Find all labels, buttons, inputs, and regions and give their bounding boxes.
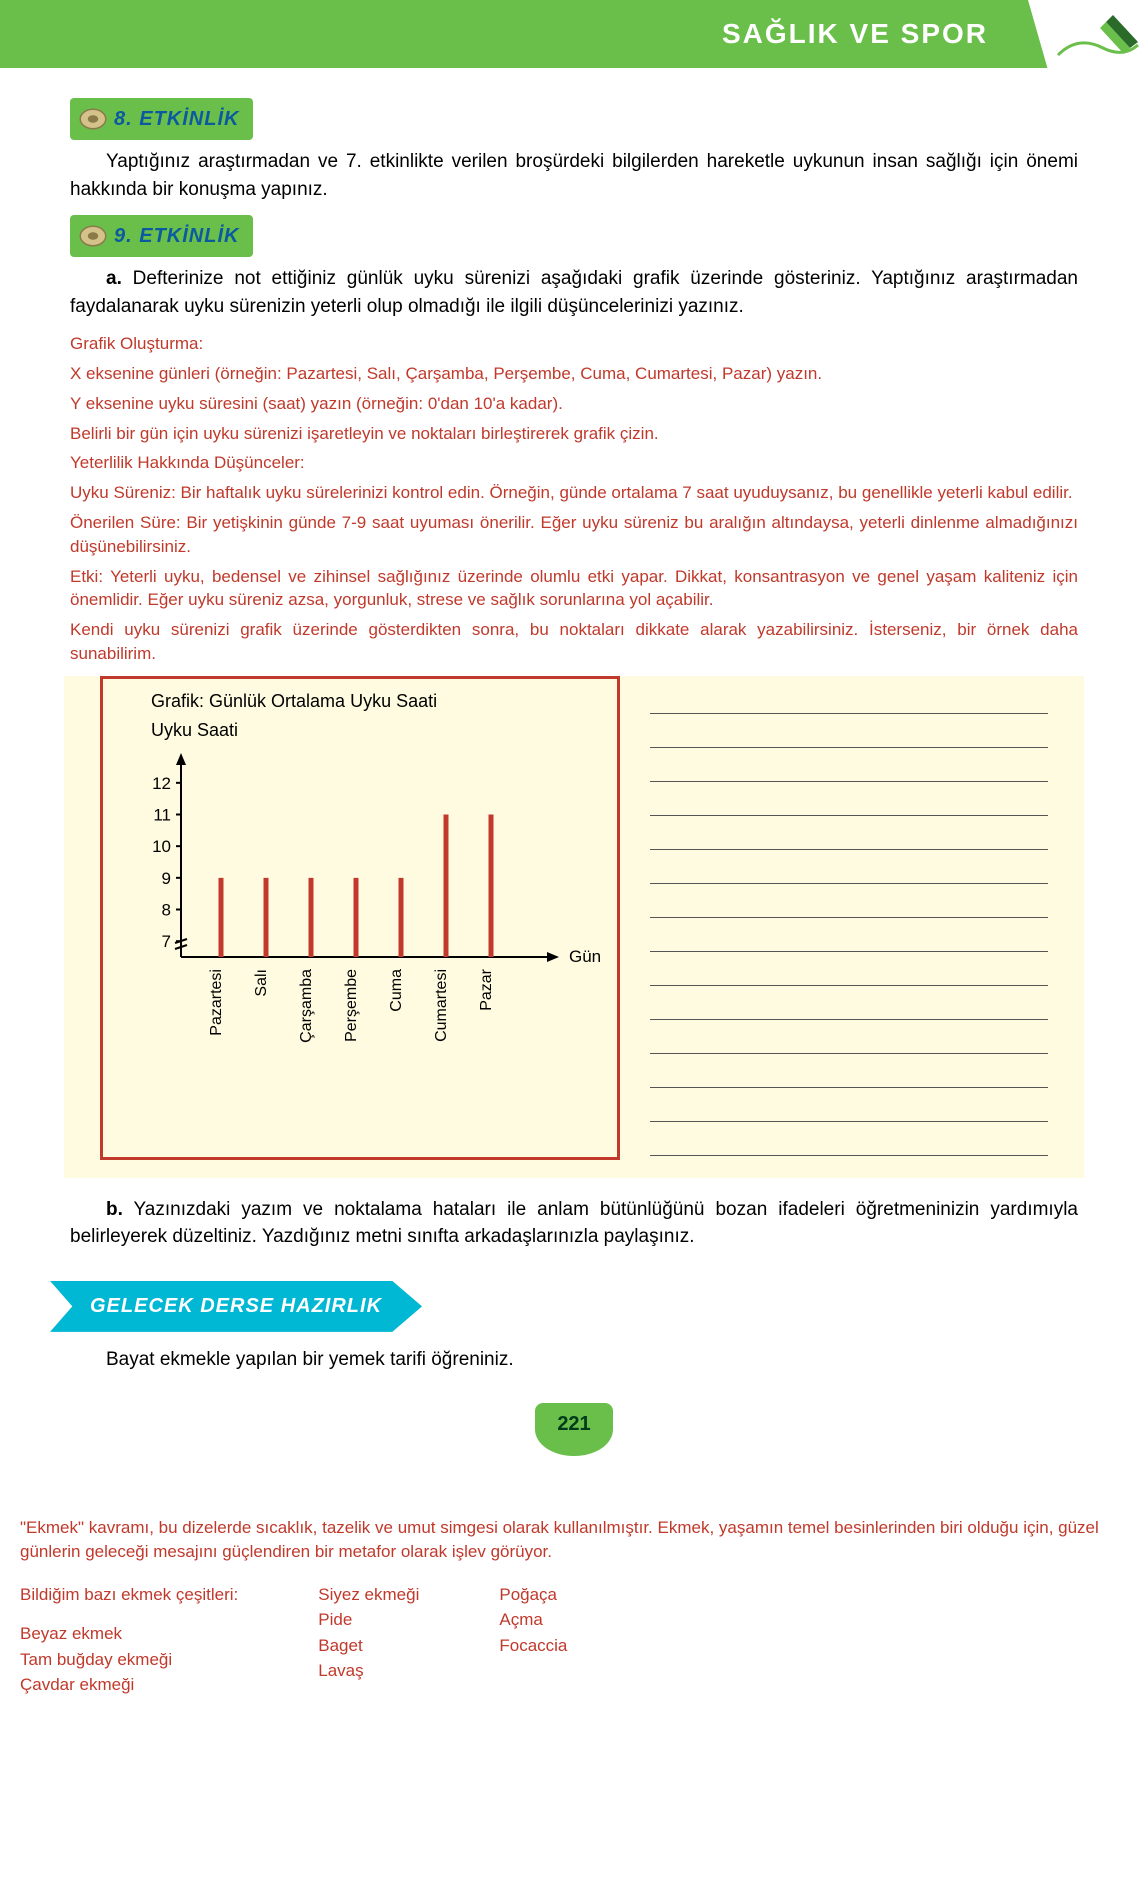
bread-item: Baget [318, 1633, 419, 1659]
bread-item: Focaccia [499, 1633, 567, 1659]
activity-9a-text: a. Defterinize not ettiğiniz günlük uyku… [70, 265, 1078, 320]
svg-text:Gün: Gün [569, 947, 601, 966]
page-number-wrap: 221 [70, 1403, 1078, 1456]
bread-item: Poğaça [499, 1582, 567, 1608]
write-line [650, 786, 1048, 816]
red-note: Önerilen Süre: Bir yetişkinin günde 7-9 … [70, 511, 1078, 559]
footer-notes: "Ekmek" kavramı, bu dizelerde sıcaklık, … [0, 1506, 1148, 1708]
page-header: SAĞLIK VE SPOR [0, 0, 1148, 68]
pen-icon [1028, 0, 1148, 70]
activity-8-badge: 8. ETKİNLİK [70, 98, 253, 140]
activity-9b-text: b. Yazınızdaki yazım ve noktalama hatala… [70, 1196, 1078, 1251]
chart-section: Grafik: Günlük Ortalama Uyku Saati Uyku … [64, 676, 1084, 1178]
bread-list-label: Bildiğim bazı ekmek çeşitleri: [20, 1582, 238, 1608]
activity-9-badge: 9. ETKİNLİK [70, 215, 253, 257]
red-note: Y eksenine uyku süresini (saat) yazın (ö… [70, 392, 1078, 416]
write-line [650, 956, 1048, 986]
footer-intro: "Ekmek" kavramı, bu dizelerde sıcaklık, … [20, 1516, 1128, 1564]
activity-8-text: Yaptığınız araştırmadan ve 7. etkinlikte… [70, 148, 1078, 203]
svg-text:Salı: Salı [253, 969, 270, 997]
sleep-chart: 7 8 9 10 11 12 Pazartesi Salı Çarşamba Perşembe Cu… [121, 747, 601, 1057]
bread-item: Beyaz ekmek [20, 1621, 238, 1647]
chart-ylabel: Uyku Saati [151, 720, 599, 741]
prep-text: Bayat ekmekle yapılan bir yemek tarifi ö… [70, 1346, 1078, 1374]
bread-item: Lavaş [318, 1658, 419, 1684]
write-line [650, 888, 1048, 918]
activity-8-label: 8. ETKİNLİK [114, 108, 239, 131]
write-line [650, 752, 1048, 782]
part-b-label: b. [106, 1199, 123, 1220]
write-line [650, 990, 1048, 1020]
svg-text:Cumartesi: Cumartesi [433, 969, 450, 1042]
write-line [650, 854, 1048, 884]
part-a-body: Defterinize not ettiğiniz günlük uyku sü… [70, 268, 1078, 317]
red-annotations: Grafik Oluşturma: X eksenine günleri (örn… [70, 332, 1078, 666]
svg-text:12: 12 [152, 774, 171, 793]
bread-item: Açma [499, 1607, 567, 1633]
bread-item: Çavdar ekmeği [20, 1672, 238, 1698]
prep-banner: GELECEK DERSE HAZIRLIK [50, 1281, 422, 1332]
write-line [650, 718, 1048, 748]
write-line [650, 1092, 1048, 1122]
part-b-body: Yazınızdaki yazım ve noktalama hataları … [70, 1199, 1078, 1248]
svg-text:7: 7 [162, 932, 171, 951]
red-note: Etki: Yeterli uyku, bedensel ve zihinsel… [70, 565, 1078, 613]
page-number: 221 [535, 1403, 612, 1456]
write-line [650, 1058, 1048, 1088]
red-note: Belirli bir gün için uyku sürenizi işare… [70, 422, 1078, 446]
svg-text:Perşembe: Perşembe [343, 969, 360, 1042]
svg-text:8: 8 [162, 900, 171, 919]
chart-title: Grafik: Günlük Ortalama Uyku Saati [151, 691, 599, 712]
chart-container: Grafik: Günlük Ortalama Uyku Saati Uyku … [100, 676, 620, 1160]
svg-text:9: 9 [162, 869, 171, 888]
write-line [650, 1024, 1048, 1054]
svg-text:Pazartesi: Pazartesi [208, 969, 225, 1036]
bread-item: Siyez ekmeği [318, 1582, 419, 1608]
tape-icon [78, 104, 108, 134]
part-a-label: a. [106, 268, 122, 289]
svg-text:Cuma: Cuma [388, 969, 405, 1012]
red-note: X eksenine günleri (örneğin: Pazartesi, … [70, 362, 1078, 386]
bread-item: Tam buğday ekmeği [20, 1647, 238, 1673]
header-title: SAĞLIK VE SPOR [40, 18, 1108, 50]
red-note: Kendi uyku sürenizi grafik üzerinde göst… [70, 618, 1078, 666]
bread-col-1: Siyez ekmeğiPideBagetLavaş [318, 1582, 419, 1698]
red-note: Uyku Süreniz: Bir haftalık uyku süreleri… [70, 481, 1078, 505]
write-line [650, 684, 1048, 714]
write-line [650, 1126, 1048, 1156]
svg-text:Pazar: Pazar [478, 968, 495, 1010]
bread-col-0: Bildiğim bazı ekmek çeşitleri: Beyaz ekm… [20, 1582, 238, 1698]
red-note: Yeterlilik Hakkında Düşünceler: [70, 451, 1078, 475]
write-line [650, 922, 1048, 952]
svg-text:10: 10 [152, 837, 171, 856]
writing-lines [650, 676, 1048, 1160]
bread-item: Pide [318, 1607, 419, 1633]
activity-9-label: 9. ETKİNLİK [114, 225, 239, 248]
svg-text:11: 11 [153, 805, 171, 824]
write-line [650, 820, 1048, 850]
svg-text:Çarşamba: Çarşamba [298, 969, 315, 1043]
main-content: 8. ETKİNLİK Yaptığınız araştırmadan ve 7… [0, 88, 1148, 1506]
bread-col-2: PoğaçaAçmaFocaccia [499, 1582, 567, 1698]
tape-icon [78, 221, 108, 251]
red-note: Grafik Oluşturma: [70, 332, 1078, 356]
